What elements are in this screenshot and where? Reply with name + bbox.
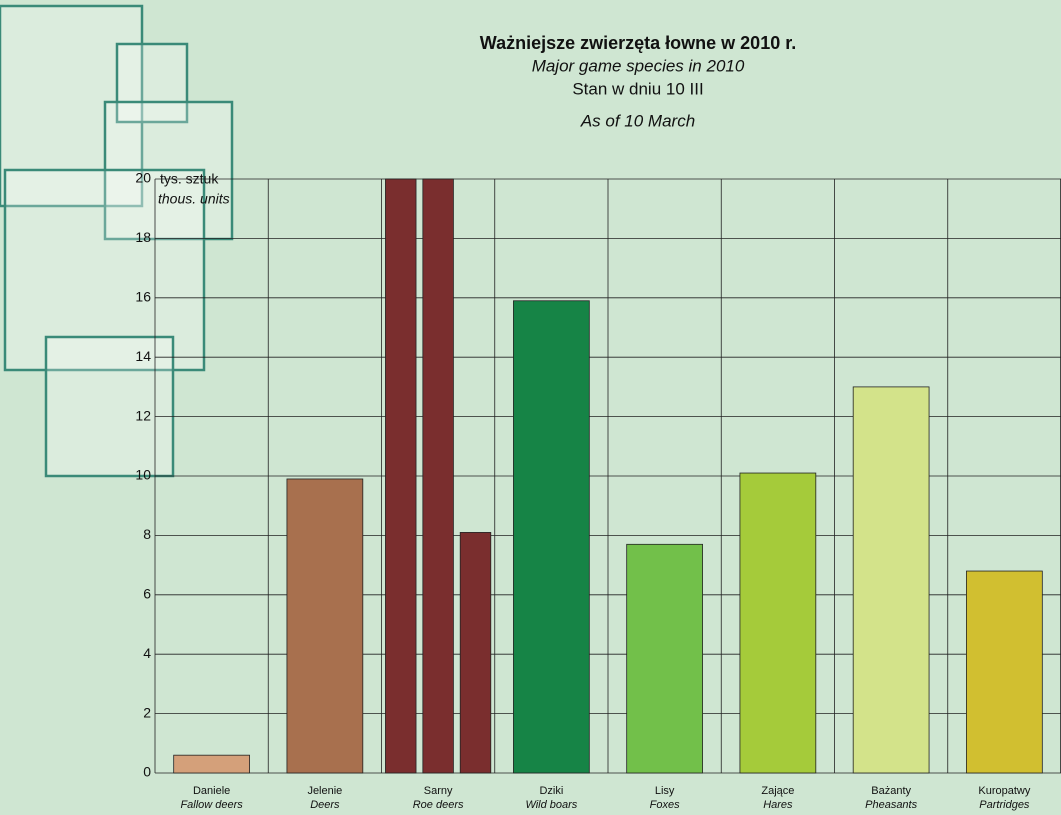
bar — [852, 386, 930, 774]
bar — [626, 543, 703, 774]
x-tick-label: Dziki — [539, 785, 563, 797]
x-tick-label-en: Fallow deers — [180, 799, 243, 811]
bar — [173, 754, 250, 774]
y-tick-label: 20 — [135, 170, 151, 186]
x-tick-label: Bażanty — [871, 785, 911, 797]
x-tick-label: Sarny — [424, 785, 453, 797]
x-tick-label-en: Foxes — [650, 799, 680, 811]
x-tick-label-en: Roe deers — [413, 799, 464, 811]
y-tick-label: 2 — [143, 704, 151, 720]
subtitle: Major game species in 2010 — [532, 56, 745, 75]
y-tick-label: 18 — [135, 229, 151, 245]
x-tick-label-en: Deers — [310, 799, 340, 811]
bar — [513, 300, 590, 774]
y-axis-label-en: thous. units — [158, 191, 230, 207]
y-tick-label: 0 — [143, 764, 151, 780]
chart-title: Ważniejsze zwierzęta łowne w 2010 r. — [480, 33, 796, 53]
x-tick-label-en: Partridges — [979, 799, 1030, 811]
x-tick-label-en: Wild boars — [525, 799, 577, 811]
bar — [739, 472, 817, 774]
x-tick-label-en: Hares — [763, 799, 793, 811]
x-tick-label: Lisy — [655, 785, 675, 797]
y-tick-label: 12 — [135, 407, 151, 423]
bar — [286, 478, 364, 774]
bar — [422, 178, 454, 774]
x-tick-label: Kuropatwy — [978, 785, 1030, 797]
y-tick-label: 8 — [143, 526, 151, 542]
bar — [966, 570, 1043, 774]
y-tick-label: 14 — [135, 348, 151, 364]
date-note-en: As of 10 March — [580, 111, 695, 130]
bar — [385, 178, 417, 774]
y-tick-label: 10 — [135, 467, 151, 483]
bar — [459, 532, 492, 774]
date-note: Stan w dniu 10 III — [572, 79, 703, 98]
x-tick-label: Zające — [761, 785, 794, 797]
y-tick-label: 16 — [135, 289, 151, 305]
decoration — [0, 4, 234, 478]
y-tick-label: 6 — [143, 586, 151, 602]
x-tick-label-en: Pheasants — [865, 799, 917, 811]
x-tick-label: Daniele — [193, 785, 230, 797]
y-tick-label: 4 — [143, 645, 151, 661]
x-tick-label: Jelenie — [307, 785, 342, 797]
